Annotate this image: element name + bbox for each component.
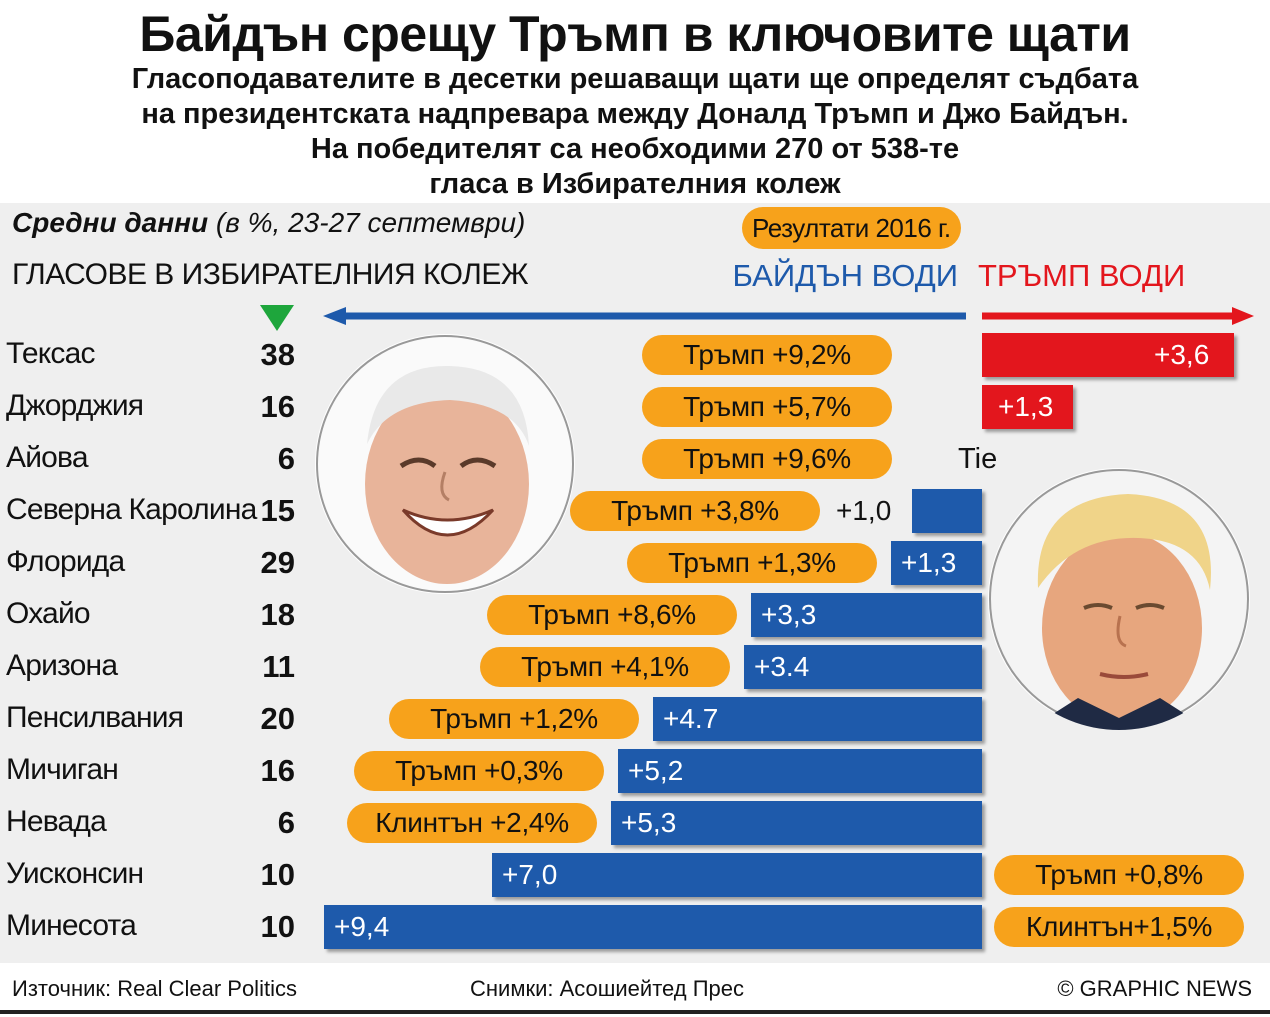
page-title: Байдън срещу Тръмп в ключовите щати xyxy=(139,6,1131,62)
state-7-bar-label: +4.7 xyxy=(663,703,719,734)
state-1-result-2016: Тръмп +5,7% xyxy=(642,387,892,427)
state-10-electoral-votes: 10 xyxy=(260,857,295,892)
state-11-result-2016: Клинтън+1,5% xyxy=(994,907,1244,947)
state-1-name: Джорджия xyxy=(6,389,144,422)
subtitle-line-1: Гласоподавателите в десетки решаващи щат… xyxy=(131,63,1139,95)
state-1-trump-bar xyxy=(982,385,1073,429)
graphic-news-credit: © GRAPHIC NEWS xyxy=(1057,976,1252,1001)
subtitle-line-4: гласа в Избирателния колеж xyxy=(429,168,841,200)
photo-credit: Снимки: Асошиейтед Прес xyxy=(470,976,745,1001)
state-7-result-2016: Тръмп +1,2% xyxy=(389,699,639,739)
state-7-electoral-votes: 20 xyxy=(260,701,295,736)
electoral-votes-marker-icon xyxy=(260,305,294,331)
subtitle: Гласоподавателите в десетки решаващи щат… xyxy=(0,62,1270,202)
direction-arrows xyxy=(323,307,1254,325)
state-8-bar-label: +5,2 xyxy=(628,755,684,786)
state-6-electoral-votes: 11 xyxy=(262,649,295,684)
state-4-name: Флорида xyxy=(6,545,125,578)
state-4-bar-label: +1,3 xyxy=(901,547,957,578)
biden-leads-label: БАЙДЪН ВОДИ xyxy=(732,258,958,293)
state-10-result-2016: Тръмп +0,8% xyxy=(994,855,1244,895)
state-5-result-2016: Тръмп +8,6% xyxy=(487,595,737,635)
state-8-electoral-votes: 16 xyxy=(260,753,295,788)
state-0-result-2016: Тръмп +9,2% xyxy=(642,335,892,375)
state-9-bar-label: +5,3 xyxy=(621,807,677,838)
state-6-result-2016: Тръмп +4,1% xyxy=(480,647,730,687)
subtitle-line-2: на президентската надпревара между Донал… xyxy=(141,98,1129,130)
tie-label: Tie xyxy=(958,443,998,475)
state-10-name: Уисконсин xyxy=(6,857,144,890)
state-4-electoral-votes: 29 xyxy=(260,545,295,580)
state-4-biden-bar xyxy=(891,541,982,585)
state-8-name: Мичиган xyxy=(6,753,119,786)
state-10-bar-label: +7,0 xyxy=(502,859,558,890)
averages-label: Средни данни (в %, 23-27 септември) xyxy=(12,207,525,239)
state-11-biden-bar xyxy=(324,905,982,949)
state-4-result-2016: Тръмп +1,3% xyxy=(627,543,877,583)
state-3-bar-label: +1,0 xyxy=(836,495,892,526)
state-3-electoral-votes: 15 xyxy=(260,493,295,528)
subtitle-line-3: На победителят са необходими 270 от 538-… xyxy=(310,133,960,165)
trump-leads-label: ТРЪМП ВОДИ xyxy=(978,258,1186,293)
state-7-name: Пенсилвания xyxy=(6,701,184,734)
biden-photo xyxy=(315,334,575,594)
state-1-bar-label: +1,3 xyxy=(998,391,1054,422)
state-0-electoral-votes: 38 xyxy=(260,337,295,372)
biden-arrow-head xyxy=(323,307,346,325)
electoral-votes-header: ГЛАСОВЕ В ИЗБИРАТЕЛНИЯ КОЛЕЖ xyxy=(12,258,529,291)
state-3-result-2016: Тръмп +3,8% xyxy=(570,491,820,531)
state-2-name: Айова xyxy=(6,441,89,474)
state-0-name: Тексас xyxy=(6,337,95,370)
state-5-electoral-votes: 18 xyxy=(260,597,295,632)
state-11-bar-label: +9,4 xyxy=(334,911,390,942)
state-9-electoral-votes: 6 xyxy=(277,805,295,840)
averages-label-rest: (в %, 23-27 септември) xyxy=(208,207,526,238)
state-3-biden-bar xyxy=(912,489,982,533)
state-8-result-2016: Тръмп +0,3% xyxy=(354,751,604,791)
state-9-name: Невада xyxy=(6,805,107,838)
state-9-biden-bar xyxy=(611,801,982,845)
bottom-rule xyxy=(0,1010,1270,1014)
state-6-name: Аризона xyxy=(6,649,118,682)
source-credit: Източник: Real Clear Politics xyxy=(12,976,297,1001)
averages-label-bold: Средни данни xyxy=(12,207,209,238)
state-11-name: Минесота xyxy=(6,909,137,942)
biden-portrait xyxy=(316,335,574,593)
state-5-bar-label: +3,3 xyxy=(761,599,817,630)
state-2-result-2016: Тръмп +9,6% xyxy=(642,439,892,479)
state-10-biden-bar xyxy=(492,853,982,897)
state-5-name: Охайо xyxy=(6,597,91,630)
state-7-biden-bar xyxy=(653,697,982,741)
trump-portrait xyxy=(989,469,1249,730)
state-3-name: Северна Каролина xyxy=(6,493,257,526)
state-11-electoral-votes: 10 xyxy=(260,909,295,944)
state-0-bar-label: +3,6 xyxy=(1154,339,1210,370)
state-9-result-2016: Клинтън +2,4% xyxy=(347,803,597,843)
state-1-electoral-votes: 16 xyxy=(260,389,295,424)
state-8-biden-bar xyxy=(618,749,982,793)
state-6-bar-label: +3.4 xyxy=(754,651,810,682)
trump-arrow-head xyxy=(1232,307,1254,325)
state-6-biden-bar xyxy=(744,645,982,689)
state-5-biden-bar xyxy=(751,593,982,637)
results-2016-legend: Резултати 2016 г. xyxy=(742,207,961,249)
state-2-electoral-votes: 6 xyxy=(277,441,295,476)
state-0-trump-bar xyxy=(982,333,1234,377)
trump-photo xyxy=(988,468,1250,730)
